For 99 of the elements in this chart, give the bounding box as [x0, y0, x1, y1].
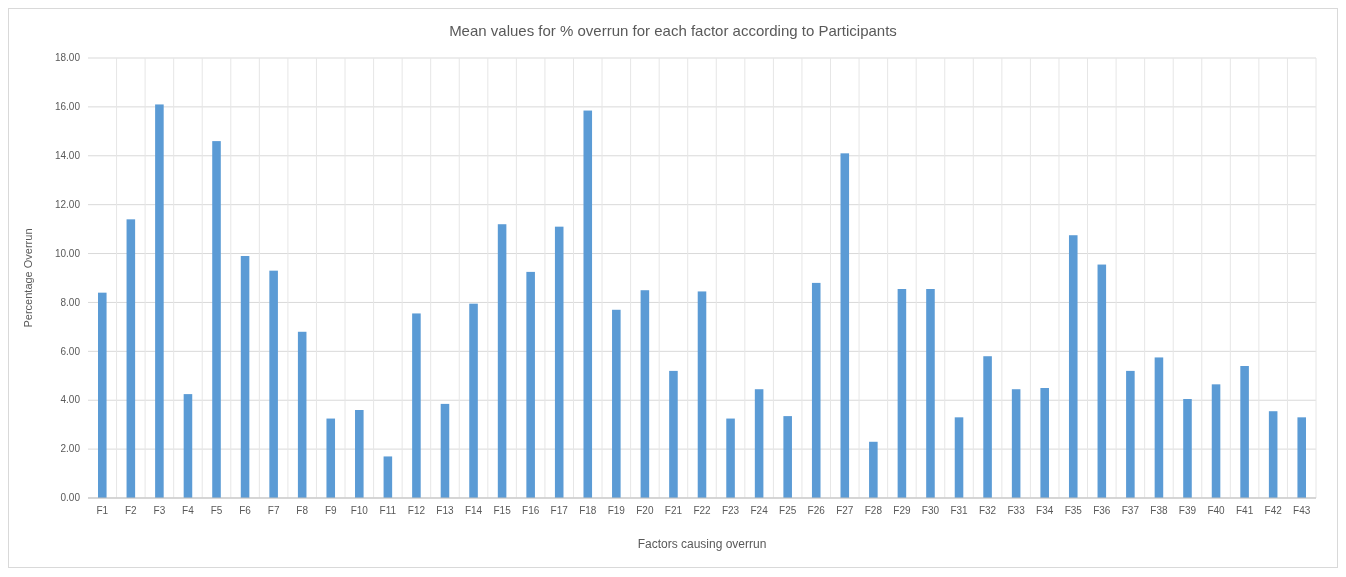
- x-tick-label: F28: [864, 505, 883, 516]
- bar: [926, 289, 935, 498]
- x-tick-label: F11: [379, 505, 397, 516]
- bar: [583, 110, 593, 498]
- x-tick-label: F21: [664, 505, 683, 516]
- bar: [983, 356, 992, 498]
- x-tick-label: F15: [493, 505, 512, 516]
- x-tick-label: F33: [1007, 505, 1026, 516]
- bar: [1268, 411, 1278, 498]
- bar: [383, 456, 393, 498]
- x-tick-label: F38: [1150, 505, 1168, 516]
- x-tick-label: F10: [350, 505, 369, 516]
- x-tick-label: F5: [210, 505, 223, 516]
- y-tick-label: 2.00: [60, 443, 81, 455]
- x-tick-label: F26: [807, 505, 826, 516]
- bar: [440, 403, 450, 498]
- y-tick-label: 16.00: [54, 101, 81, 113]
- x-tick-label: F36: [1093, 505, 1111, 516]
- y-tick-label: 6.00: [60, 345, 81, 357]
- x-tick-label: F31: [950, 505, 969, 516]
- x-tick-label: F18: [579, 505, 597, 516]
- x-tick-label: F12: [407, 505, 426, 516]
- x-tick-label: F22: [693, 505, 712, 516]
- bar: [1011, 389, 1021, 498]
- bar: [1040, 388, 1049, 498]
- x-tick-label: F27: [836, 505, 854, 516]
- x-tick-label: F25: [779, 505, 797, 516]
- bar: [1183, 399, 1192, 498]
- bar: [554, 226, 564, 498]
- x-tick-label: F29: [893, 505, 911, 516]
- x-tick-label: F35: [1064, 505, 1083, 516]
- bar: [726, 418, 735, 498]
- y-tick-label: 0.00: [60, 492, 81, 504]
- bar: [1211, 384, 1221, 498]
- bar: [497, 224, 507, 498]
- bar: [1240, 366, 1249, 498]
- bar: [1297, 417, 1307, 498]
- bar: [669, 370, 678, 498]
- bar: [697, 291, 707, 498]
- bar: [954, 417, 964, 498]
- bar: [326, 418, 336, 498]
- bar: [469, 303, 478, 498]
- x-tick-label: F2: [125, 505, 138, 516]
- bar: [355, 410, 364, 498]
- bar: [612, 309, 621, 498]
- bar: [412, 313, 421, 498]
- y-axis-title: Percentage Overrun: [22, 228, 34, 328]
- x-tick-label: F17: [550, 505, 569, 516]
- y-tick-label: 10.00: [54, 247, 81, 259]
- x-tick-label: F43: [1293, 505, 1311, 516]
- bar: [297, 331, 307, 498]
- x-tick-label: F20: [636, 505, 654, 516]
- bar: [269, 270, 278, 498]
- x-tick-label: F16: [522, 505, 540, 516]
- x-tick-label: F30: [921, 505, 940, 516]
- x-tick-label: F14: [464, 505, 483, 516]
- x-tick-label: F3: [153, 505, 166, 516]
- x-tick-label: F19: [607, 505, 626, 516]
- bar: [212, 141, 221, 498]
- y-tick-label: 14.00: [54, 149, 81, 161]
- x-tick-label: F24: [750, 505, 769, 516]
- y-tick-label: 8.00: [60, 296, 81, 308]
- x-tick-label: F23: [721, 505, 740, 516]
- x-tick-label: F4: [182, 505, 195, 516]
- bar: [869, 441, 878, 498]
- bar: [1154, 357, 1164, 498]
- x-tick-label: F42: [1264, 505, 1283, 516]
- x-tick-label: F39: [1178, 505, 1197, 516]
- x-axis-title: Factors causing overrun: [637, 537, 767, 551]
- bar: [240, 256, 250, 498]
- y-tick-label: 18.00: [54, 52, 81, 64]
- x-tick-label: F32: [978, 505, 997, 516]
- x-tick-label: F9: [324, 505, 338, 516]
- x-tick-label: F1: [96, 505, 109, 516]
- x-tick-label: F6: [239, 505, 252, 516]
- x-tick-label: F7: [267, 505, 280, 516]
- bar: [640, 290, 650, 498]
- bar: [98, 292, 107, 498]
- x-tick-label: F40: [1207, 505, 1226, 516]
- bar: [1126, 370, 1135, 498]
- chart-title: Mean values for % overrun for each factor according to Participants: [449, 22, 897, 39]
- bar: [840, 153, 850, 498]
- x-tick-label: F41: [1235, 505, 1254, 516]
- bar: [526, 271, 535, 498]
- bar: [783, 416, 792, 498]
- x-tick-label: F37: [1121, 505, 1140, 516]
- y-tick-label: 4.00: [60, 394, 81, 406]
- bar: [754, 389, 764, 498]
- x-tick-label: F34: [1036, 505, 1054, 516]
- y-tick-label: 12.00: [54, 198, 81, 210]
- bar: [811, 282, 821, 498]
- x-tick-label: F13: [436, 505, 455, 516]
- bar: [126, 219, 136, 498]
- bar: [897, 289, 907, 498]
- bar: [155, 104, 164, 498]
- bar: [1068, 235, 1078, 498]
- bar: [1097, 264, 1107, 498]
- x-tick-label: F8: [296, 505, 309, 516]
- bar: [183, 394, 193, 498]
